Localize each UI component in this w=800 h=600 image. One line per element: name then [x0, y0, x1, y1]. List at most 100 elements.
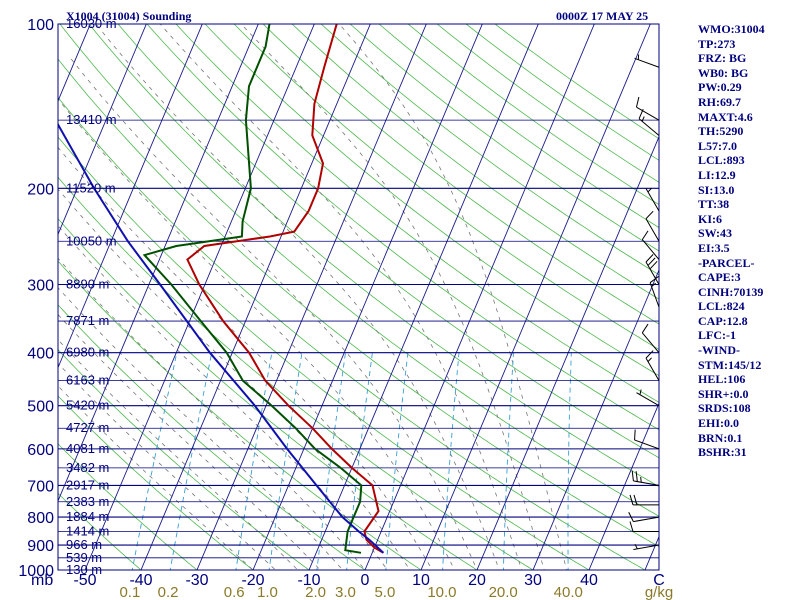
index-item: SHR+:0.0	[698, 386, 749, 401]
height-label: 10050 m	[66, 233, 117, 248]
wind-barb-feather	[634, 429, 636, 441]
index-item: MAXT:4.6	[698, 109, 753, 124]
height-label: 13410 m	[66, 112, 117, 127]
wind-barb-half-feather	[651, 282, 656, 287]
mixing-ratio-tick-label: 0.2	[158, 584, 179, 600]
temperature-tick-label: -20	[241, 572, 264, 589]
profile-series	[58, 24, 385, 554]
temperature-tick-label: 10	[412, 572, 430, 589]
height-label: 3482 m	[66, 460, 109, 475]
wind-barb-feather	[635, 471, 638, 482]
index-item: CAPE:3	[698, 270, 741, 285]
wind-barb-half-feather	[640, 477, 642, 483]
mixing-ratio-tick-label: 40.0	[554, 584, 583, 600]
isotherm-line	[476, 135, 659, 570]
mixing-ratio-tick-label: 5.0	[374, 584, 395, 600]
isotherm-line	[308, 24, 539, 570]
height-label: 2917 m	[66, 477, 109, 492]
pressure-tick-label: 700	[27, 478, 54, 495]
wind-barb-half-feather	[641, 116, 645, 122]
index-item: L57:7.0	[698, 138, 737, 153]
temperature-profile-line	[186, 24, 384, 554]
isotherm-line	[364, 24, 595, 570]
moist-adiabat	[69, 56, 478, 570]
wind-barb	[634, 429, 660, 450]
valid-time: 0000Z 17 MAY 25	[556, 9, 648, 23]
moist-adiabat	[58, 225, 388, 570]
index-item: TH:5290	[698, 124, 744, 139]
index-item: STM:145/12	[698, 357, 762, 372]
wind-barb-staff	[649, 282, 660, 308]
wind-barb	[633, 543, 660, 551]
dry-adiabat	[262, 24, 659, 325]
height-label: 539 m	[66, 550, 102, 565]
height-label: 1414 m	[66, 523, 109, 538]
dry-adiabat	[58, 176, 534, 570]
height-label: 8890 m	[66, 277, 109, 292]
wind-barb-half-feather	[639, 389, 642, 395]
mixing-ratio-unit-label: g/kg	[645, 584, 673, 600]
pressure-tick-label: 500	[27, 399, 54, 416]
temperature-unit-label: C	[653, 572, 665, 589]
dry-adiabat	[58, 443, 198, 570]
index-item: RH:69.7	[698, 94, 741, 109]
wind-barb	[629, 521, 659, 532]
index-item: PW:0.29	[698, 80, 742, 95]
index-item: CAP:12.8	[698, 313, 748, 328]
index-item: EHI:0.0	[698, 416, 740, 431]
wind-barb-staff	[645, 357, 660, 381]
pressure-tick-label: 600	[27, 442, 54, 459]
height-label: 2383 m	[66, 494, 109, 509]
pressure-tick-label: 1000	[18, 563, 54, 580]
wind-barb-staff	[634, 439, 660, 450]
temperature-tick-label: -40	[129, 572, 152, 589]
mixing-ratio-tick-label: 0.1	[119, 584, 140, 600]
wind-barb	[641, 230, 660, 260]
wind-barb-staff	[634, 57, 660, 68]
temperature-tick-label: 40	[580, 572, 598, 589]
wind-barb-staff	[641, 332, 660, 354]
index-item: BSHR:31	[698, 445, 747, 460]
height-label: 5420 m	[66, 398, 109, 413]
height-label: 7871 m	[66, 313, 109, 328]
isotherm-line	[532, 268, 659, 570]
index-item: CINH:70139	[698, 284, 764, 299]
wind-barb-feather	[641, 323, 649, 334]
wind-barb-half-feather	[647, 357, 652, 362]
wind-barb-staff	[645, 261, 660, 285]
index-item: LCL:824	[698, 299, 745, 314]
wind-barb-feather	[633, 494, 638, 506]
pressure-tick-label: 900	[27, 538, 54, 555]
wind-barb-half-feather	[647, 187, 652, 193]
height-label: 6163 m	[66, 373, 109, 388]
pressure-tick-label: 200	[27, 181, 54, 198]
wind-barb-feather	[635, 96, 640, 108]
dry-adiabat	[59, 24, 659, 517]
dry-adiabat	[291, 24, 659, 300]
temperature-tick-label: 20	[468, 572, 486, 589]
dry-adiabat	[146, 24, 659, 431]
wind-barb-feather	[645, 210, 654, 220]
pressure-tick-label: 300	[27, 278, 54, 295]
index-item: WMO:31004	[698, 22, 765, 36]
height-label: 130 m	[66, 562, 102, 577]
wind-barb-staff	[636, 106, 660, 121]
temperature-tick-label: 30	[524, 572, 542, 589]
wind-barb-feather	[641, 230, 649, 240]
height-label: 16030 m	[66, 16, 117, 31]
wind-barb	[645, 350, 660, 381]
mixing-ratio-tick-label: 20.0	[489, 584, 518, 600]
dry-adiabat	[58, 492, 142, 570]
height-label: 4081 m	[66, 441, 109, 456]
mixing-ratio-tick-label: 3.0	[335, 584, 356, 600]
index-item: TT:38	[698, 197, 730, 212]
dry-adiabat	[58, 58, 659, 548]
index-item: TP:273	[698, 36, 736, 51]
wind-barb-staff	[638, 118, 660, 136]
wind-barb	[636, 389, 660, 407]
wind-barb-staff	[636, 392, 660, 407]
height-label: 11520 m	[66, 180, 116, 195]
chart-title: X1004 (31004) Sounding	[66, 9, 191, 23]
height-label: 6980 m	[66, 345, 109, 360]
